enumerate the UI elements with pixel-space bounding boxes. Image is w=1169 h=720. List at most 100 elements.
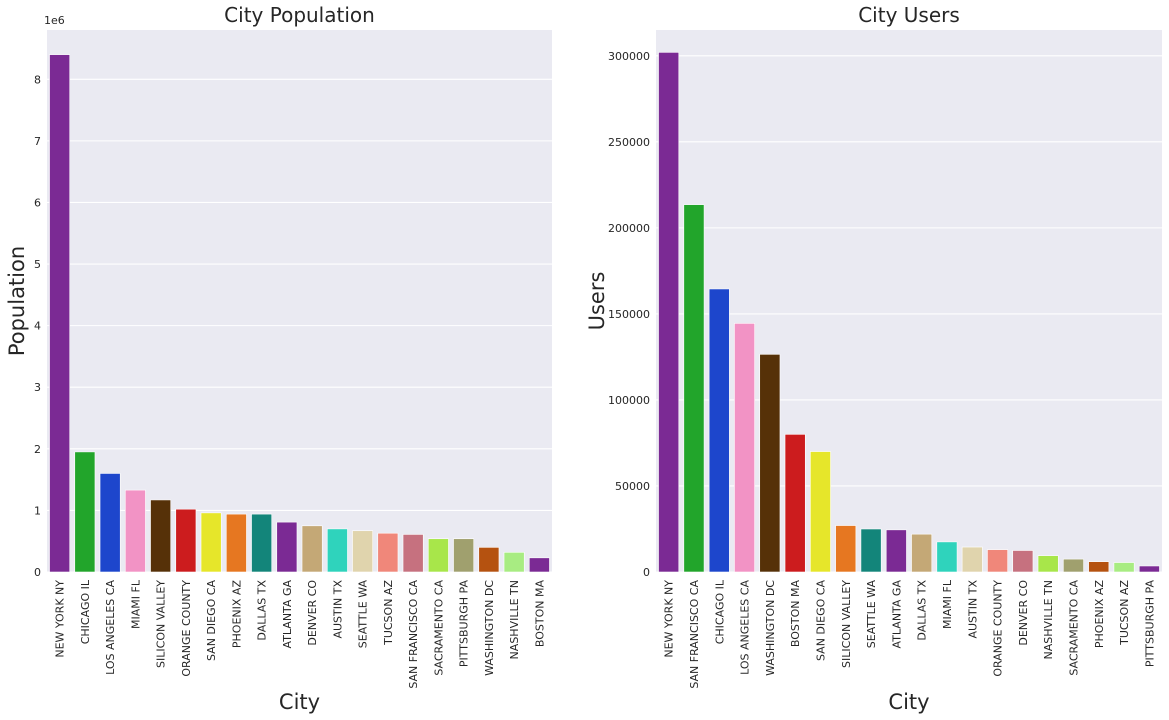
- x-tick-label: AUSTIN TX: [331, 580, 344, 639]
- x-tick-label: CHICAGO IL: [713, 579, 726, 644]
- bar: [708, 288, 730, 573]
- x-tick-label: LOS ANGELES CA: [739, 580, 752, 675]
- y-tick-label: 5: [34, 258, 41, 271]
- bar: [885, 529, 907, 573]
- x-tick-label: AUSTIN TX: [966, 580, 979, 639]
- x-tick-label: SEATTLE WA: [865, 580, 878, 649]
- bar: [200, 512, 222, 573]
- x-tick-label: SACRAMENTO CA: [1067, 580, 1080, 676]
- chart-title: City Population: [224, 3, 375, 27]
- x-tick-label: SILICON VALLEY: [840, 580, 853, 668]
- y-axis-title: Population: [5, 246, 29, 356]
- bar: [99, 473, 121, 573]
- bar: [301, 525, 323, 573]
- bar: [453, 538, 475, 573]
- x-tick-label: WASHINGTON DC: [764, 580, 777, 676]
- bar: [1088, 561, 1110, 573]
- y-tick-label: 8: [34, 73, 41, 86]
- x-tick-label: PHOENIX AZ: [230, 580, 243, 649]
- bar: [276, 521, 298, 573]
- x-tick-label: BOSTON MA: [789, 580, 802, 648]
- x-tick-label: SACRAMENTO CA: [432, 580, 445, 676]
- x-tick-label: LOS ANGELES CA: [104, 580, 117, 675]
- y-tick-label: 3: [34, 381, 41, 394]
- bar: [835, 525, 857, 573]
- bar: [528, 557, 550, 573]
- x-tick-label: TUCSON AZ: [1118, 580, 1131, 646]
- x-tick-label: NEW YORK NY: [54, 580, 67, 658]
- x-tick-label: TUCSON AZ: [382, 580, 395, 646]
- chart-title: City Users: [858, 3, 960, 27]
- x-tick-label: SILICON VALLEY: [155, 580, 168, 668]
- x-tick-label: ORANGE COUNTY: [992, 580, 1005, 677]
- x-tick-label: DALLAS TX: [256, 580, 269, 641]
- x-tick-label: MIAMI FL: [941, 579, 954, 629]
- plot-area: [656, 30, 1162, 572]
- bar: [175, 508, 197, 573]
- y-tick-label: 0: [643, 566, 650, 579]
- bar: [784, 434, 806, 573]
- x-tick-label: DENVER CO: [306, 580, 319, 646]
- bar: [478, 547, 500, 573]
- bar: [49, 54, 71, 573]
- bar: [987, 549, 1008, 573]
- y-tick-label: 200000: [608, 222, 650, 235]
- bar: [734, 323, 755, 573]
- y-tick-label: 6: [34, 196, 41, 209]
- y-tick-label: 150000: [608, 308, 650, 321]
- x-tick-label: NEW YORK NY: [663, 580, 676, 658]
- y-tick-label: 300000: [608, 50, 650, 63]
- bar: [326, 528, 348, 573]
- bar: [427, 538, 449, 573]
- y-tick-label: 1: [34, 504, 41, 517]
- x-tick-label: PHOENIX AZ: [1093, 580, 1106, 649]
- plot-area: [47, 30, 552, 572]
- x-tick-label: NASHVILLE TN: [508, 580, 521, 659]
- bar: [503, 551, 525, 573]
- x-tick-label: DALLAS TX: [916, 580, 929, 641]
- bar: [402, 534, 424, 573]
- bar: [377, 532, 399, 573]
- x-tick-label: SAN DIEGO CA: [205, 580, 218, 661]
- x-tick-label: CHICAGO IL: [79, 579, 92, 644]
- bar: [1037, 555, 1059, 573]
- bar: [1138, 565, 1160, 573]
- bar: [352, 530, 374, 573]
- x-axis-title: City: [888, 690, 929, 714]
- x-tick-label: MIAMI FL: [129, 579, 142, 629]
- bar: [911, 533, 933, 573]
- x-axis-title: City: [279, 690, 320, 714]
- bar: [961, 546, 983, 573]
- x-tick-label: ATLANTA GA: [890, 580, 903, 649]
- bar: [860, 528, 882, 573]
- y-tick-label: 0: [34, 566, 41, 579]
- bar: [74, 451, 96, 573]
- x-tick-label: NASHVILLE TN: [1042, 580, 1055, 659]
- x-tick-label: BOSTON MA: [533, 580, 546, 648]
- y-tick-label: 7: [34, 135, 41, 148]
- x-tick-label: SAN FRANCISCO CA: [407, 580, 420, 689]
- bar: [150, 499, 172, 573]
- bar: [1063, 558, 1084, 573]
- bar: [1113, 562, 1135, 573]
- y-axis-title: Users: [585, 272, 609, 331]
- bar: [759, 354, 781, 573]
- bar: [225, 513, 247, 573]
- y-tick-label: 50000: [615, 480, 650, 493]
- x-tick-label: WASHINGTON DC: [483, 580, 496, 676]
- y-tick-label: 100000: [608, 394, 650, 407]
- x-tick-label: ORANGE COUNTY: [180, 580, 193, 677]
- bar: [683, 204, 705, 573]
- x-tick-label: SAN FRANCISCO CA: [688, 580, 701, 689]
- x-tick-label: SAN DIEGO CA: [814, 580, 827, 661]
- y-offset-label: 1e6: [44, 14, 65, 27]
- bar: [810, 451, 831, 573]
- y-tick-label: 4: [34, 320, 41, 333]
- x-tick-label: SEATTLE WA: [357, 580, 370, 649]
- bar: [124, 489, 146, 573]
- bar: [936, 541, 958, 573]
- users-chart: 0 50000 100000 150000 200000 250000 300000 NEW …: [585, 3, 1162, 714]
- population-chart: 0 1 2 3 4 5 6 7 8 NEW YORK NY CHICAGO IL LOS ANGELE…: [5, 3, 552, 714]
- y-tick-label: 250000: [608, 136, 650, 149]
